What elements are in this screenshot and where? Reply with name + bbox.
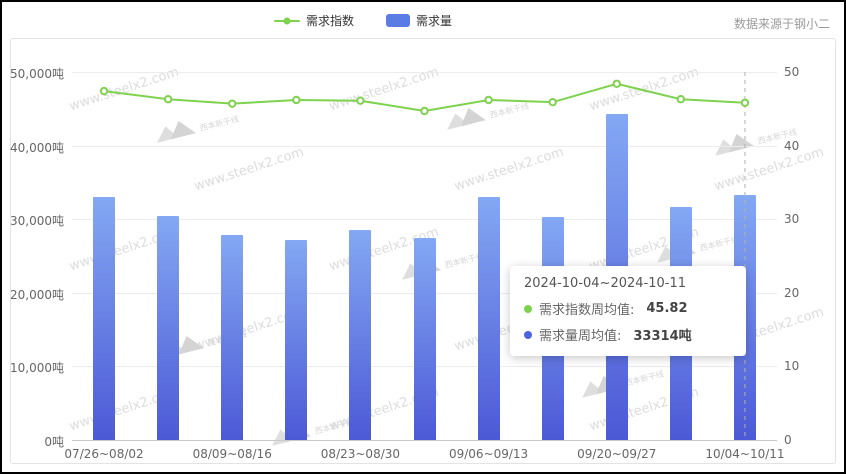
- left-axis-tick-label: 20,000吨: [10, 287, 64, 302]
- green-series-dot-icon: [524, 304, 532, 313]
- bar-demand-volume[interactable]: [477, 197, 500, 440]
- left-axis-tick-label: 0吨: [44, 435, 64, 449]
- blue-series-dot-icon: [524, 330, 532, 339]
- left-axis-tick-label: 10,000吨: [10, 361, 64, 376]
- demand-index-line: [103, 82, 746, 113]
- line-series-dot-icon: [283, 17, 291, 24]
- right-axis-tick-label: 50: [784, 65, 800, 79]
- bar-demand-volume[interactable]: [221, 234, 244, 440]
- legend: 需求指数 需求量: [2, 12, 724, 29]
- bar-series-icon: [386, 14, 410, 27]
- data-source-note: 数据来源于钢小二: [733, 17, 830, 31]
- x-axis-tick-label: 08/23~08/30: [320, 447, 401, 461]
- legend-label-demand-volume: 需求量: [416, 14, 453, 28]
- gridline: [72, 145, 777, 147]
- right-axis-tick-label: 40: [784, 138, 800, 153]
- bar-demand-volume[interactable]: [157, 216, 180, 440]
- line-series-icon: [273, 17, 300, 24]
- x-axis-line: [72, 440, 777, 441]
- gridline: [72, 219, 777, 221]
- demand-index-point[interactable]: [228, 99, 237, 108]
- legend-item-demand-index[interactable]: 需求指数: [273, 12, 354, 29]
- tooltip-label: 需求量周均值:: [539, 329, 622, 344]
- demand-index-point[interactable]: [420, 106, 429, 116]
- demand-index-point[interactable]: [740, 98, 750, 107]
- demand-index-point[interactable]: [163, 95, 173, 104]
- demand-index-point[interactable]: [292, 95, 301, 105]
- legend-item-demand-volume[interactable]: 需求量: [386, 12, 452, 29]
- right-axis-tick-label: 20: [784, 285, 800, 300]
- x-axis-tick-label: 10/04~10/11: [705, 447, 785, 461]
- demand-index-point[interactable]: [612, 79, 621, 88]
- legend-label-demand-index: 需求指数: [305, 14, 354, 28]
- demand-index-point[interactable]: [356, 96, 365, 105]
- demand-index-point[interactable]: [484, 95, 493, 105]
- bar-demand-volume[interactable]: [413, 238, 436, 440]
- tooltip-row-demand-index: 需求指数周均值: 45.82: [524, 299, 732, 318]
- tooltip-title: 2024-10-04~2024-10-11: [524, 276, 686, 291]
- tooltip-value: 45.82: [646, 301, 688, 316]
- left-axis-tick-label: 50,000吨: [10, 67, 64, 81]
- right-axis-tick-label: 10: [784, 359, 800, 374]
- right-axis-tick-label: 0: [784, 433, 792, 447]
- x-axis-tick-label: 07/26~08/02: [64, 447, 144, 461]
- x-axis-tick-label: 09/06~09/13: [448, 447, 529, 461]
- demand-index-point[interactable]: [676, 95, 686, 104]
- tooltip-row-demand-volume: 需求量周均值: 33314吨: [524, 325, 732, 344]
- bar-demand-volume[interactable]: [285, 239, 308, 440]
- right-axis-tick-label: 30: [784, 212, 800, 227]
- left-axis-tick-label: 30,000吨: [10, 214, 64, 229]
- tooltip: 2024-10-04~2024-10-11 需求指数周均值: 45.82 需求量…: [510, 266, 746, 356]
- bar-demand-volume[interactable]: [349, 230, 372, 440]
- bar-demand-volume[interactable]: [93, 197, 116, 440]
- left-axis-tick-label: 40,000吨: [10, 140, 64, 155]
- demand-index-point[interactable]: [99, 86, 109, 96]
- x-axis-tick-label: 08/09~08/16: [192, 447, 272, 461]
- x-axis-tick-label: 09/20~09/27: [577, 447, 657, 461]
- demand-index-point[interactable]: [548, 97, 557, 107]
- tooltip-label: 需求指数周均值:: [539, 303, 635, 318]
- tooltip-value: 33314吨: [633, 329, 692, 344]
- gridline: [72, 72, 777, 73]
